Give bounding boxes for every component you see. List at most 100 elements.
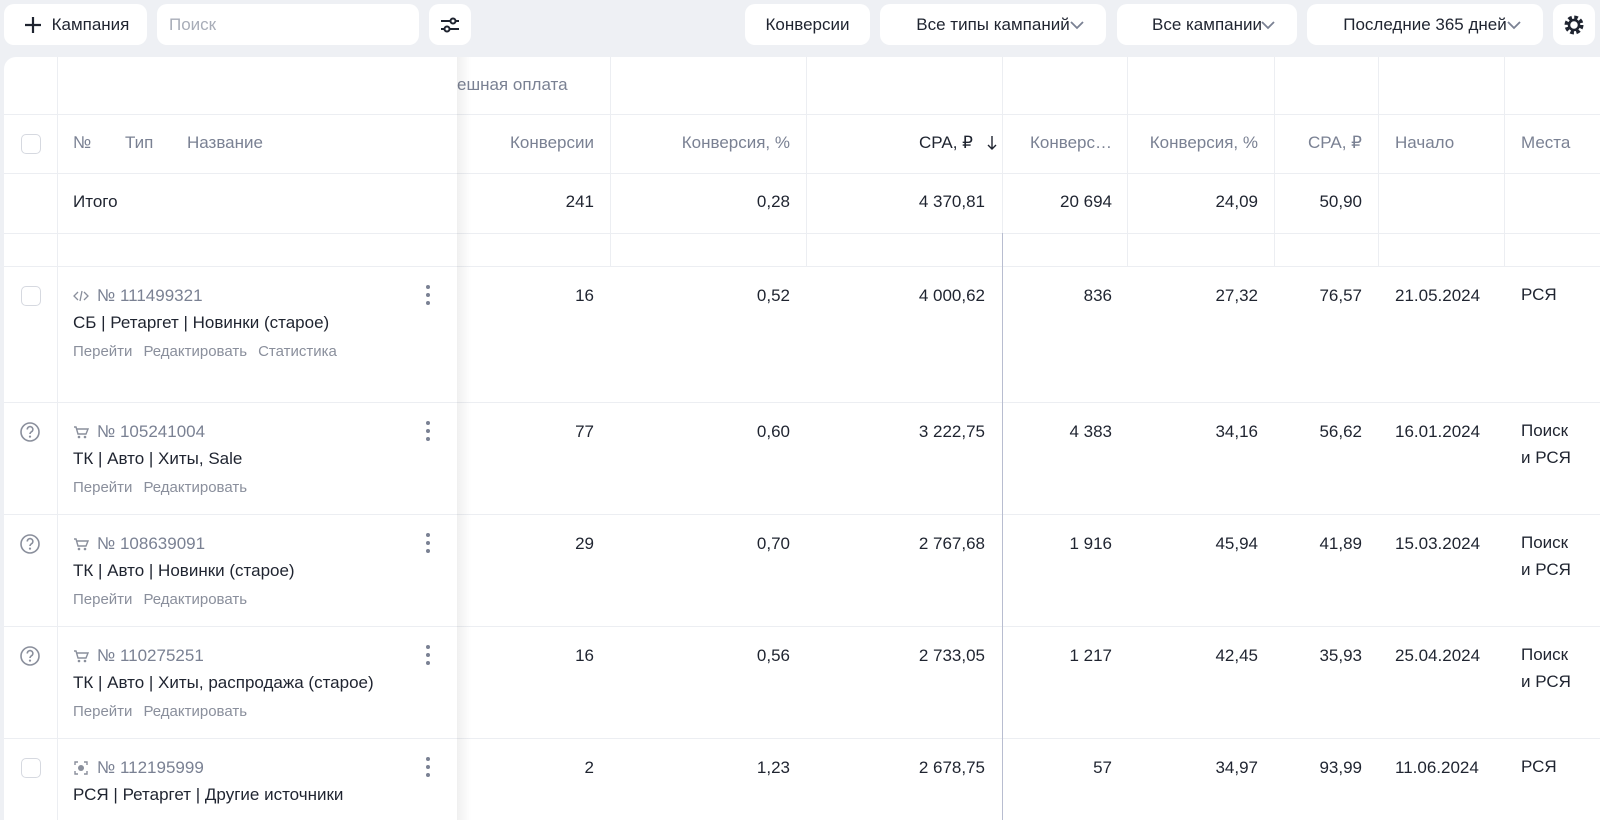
add-campaign-button[interactable]: Кампания xyxy=(4,4,147,45)
row-value: 42,45 xyxy=(1215,646,1258,665)
search-placeholder: Поиск xyxy=(169,14,217,34)
campaign-id: № 112195999 xyxy=(97,758,204,777)
campaign-link[interactable]: Редактировать xyxy=(143,479,248,496)
column-header[interactable]: Конверс… xyxy=(1030,133,1112,152)
row-divider xyxy=(4,233,1600,234)
campaign-id: № 105241004 xyxy=(97,422,206,441)
row-value: 27,32 xyxy=(1215,286,1258,305)
type-icon xyxy=(74,426,89,439)
campaign-link[interactable]: Редактировать xyxy=(143,703,248,720)
sliders-icon xyxy=(441,17,459,32)
column-header[interactable]: CPA, ₽ xyxy=(1308,133,1362,152)
row-value: 2 733,05 xyxy=(918,646,985,665)
row-value: 34,97 xyxy=(1215,758,1258,777)
row-divider xyxy=(4,266,1600,267)
row-menu-icon xyxy=(426,757,430,777)
column-header[interactable]: Название xyxy=(187,133,263,152)
campaign-id: № 108639091 xyxy=(97,534,206,553)
column-header[interactable]: Начало xyxy=(1395,133,1455,152)
type-icon xyxy=(74,650,89,663)
column-header[interactable]: Конверсия, % xyxy=(681,133,790,152)
row-menu-icon xyxy=(426,533,430,553)
row-value: 4 000,62 xyxy=(918,286,985,305)
campaign-link[interactable]: Перейти xyxy=(73,703,133,720)
add-campaign-label: Кампания xyxy=(51,14,130,34)
filter-button[interactable]: Конверсии xyxy=(745,4,870,45)
total-label: Итого xyxy=(73,192,118,211)
campaign-id: № 110275251 xyxy=(97,646,204,665)
campaign-name[interactable]: ТК | Авто | Хиты, распродажа (старое) xyxy=(73,673,374,692)
total-value: 20 694 xyxy=(1060,192,1112,211)
campaign-links: Перейти Редактировать xyxy=(73,703,247,720)
table-card: ешная оплата № Тип Название Конверсии Конверс… xyxy=(4,57,1600,820)
campaign-link[interactable]: Редактировать xyxy=(143,343,248,360)
campaign-link[interactable]: Статистика xyxy=(258,343,337,360)
gear-icon xyxy=(1564,15,1584,34)
row-value: 57 xyxy=(1093,758,1112,777)
campaign-links: Перейти Редактировать xyxy=(73,479,247,496)
header-checkbox[interactable] xyxy=(21,134,41,154)
row-value: 0,70 xyxy=(756,534,790,553)
filter-button[interactable]: Последние 365 дней xyxy=(1307,4,1543,45)
campaign-link[interactable]: Перейти xyxy=(73,591,133,608)
filter-label: Последние 365 дней xyxy=(1343,14,1507,34)
campaign-link[interactable]: Редактировать xyxy=(143,591,248,608)
filter-button[interactable]: Все кампании xyxy=(1117,4,1297,45)
filter-button[interactable]: Все типы кампаний xyxy=(880,4,1106,45)
row-value: 2 678,75 xyxy=(918,758,985,777)
column-header[interactable]: Конверсия, % xyxy=(1149,133,1258,152)
column-header[interactable]: № xyxy=(73,133,92,152)
row-value: 0,60 xyxy=(756,422,790,441)
filter-label: Все кампании xyxy=(1151,14,1262,34)
total-value: 4 370,81 xyxy=(918,192,985,211)
row-value: 16 xyxy=(575,286,594,305)
campaign-name[interactable]: ТК | Авто | Новинки (старое) xyxy=(73,561,295,580)
total-value: 24,09 xyxy=(1215,192,1258,211)
plus-icon xyxy=(24,16,41,33)
row-places: Поиск и РСЯ xyxy=(1521,645,1571,691)
column-divider xyxy=(806,57,807,266)
row-value: 56,62 xyxy=(1319,422,1362,441)
row-checkbox[interactable] xyxy=(21,758,41,778)
row-start-date: 25.04.2024 xyxy=(1395,646,1481,665)
type-icon xyxy=(74,761,88,775)
sticky-shadow xyxy=(457,57,471,820)
row-menu-icon xyxy=(426,421,430,441)
row-divider xyxy=(4,514,1600,515)
type-icon xyxy=(73,290,89,302)
campaign-link[interactable]: Перейти xyxy=(73,343,133,360)
column-header[interactable]: Тип xyxy=(125,133,154,152)
row-value: 4 383 xyxy=(1069,422,1112,441)
total-value: 0,28 xyxy=(756,192,790,211)
row-value: 35,93 xyxy=(1319,646,1362,665)
row-checkbox[interactable] xyxy=(21,286,41,306)
gear-button[interactable] xyxy=(1553,4,1595,45)
campaign-name[interactable]: ТК | Авто | Хиты, Sale xyxy=(73,449,243,468)
row-value: 34,16 xyxy=(1215,422,1258,441)
row-value: 41,89 xyxy=(1319,534,1362,553)
row-divider xyxy=(4,626,1600,627)
total-value: 241 xyxy=(565,192,594,211)
campaign-name[interactable]: СБ | Ретаргет | Новинки (старое) xyxy=(73,313,330,332)
settings-filter-button[interactable] xyxy=(429,4,471,45)
row-value: 0,56 xyxy=(756,646,790,665)
row-value: 0,52 xyxy=(756,286,790,305)
row-value: 76,57 xyxy=(1319,286,1362,305)
column-header[interactable]: Места xyxy=(1521,133,1571,152)
row-value: 3 222,75 xyxy=(918,422,985,441)
row-divider xyxy=(4,738,1600,739)
row-places: Поиск и РСЯ xyxy=(1521,533,1571,579)
row-value: 1 217 xyxy=(1069,646,1112,665)
campaign-id: № 111499321 xyxy=(97,286,203,305)
campaign-name[interactable]: РСЯ | Ретаргет | Другие источники xyxy=(73,785,344,804)
column-header[interactable]: Конверсии xyxy=(510,133,594,152)
sort-arrow-icon xyxy=(987,136,997,150)
help-icon xyxy=(20,422,40,442)
row-menu-icon xyxy=(426,285,430,305)
campaign-link[interactable]: Перейти xyxy=(73,479,133,496)
search-input[interactable]: Поиск xyxy=(157,4,419,45)
column-header[interactable]: CPA, ₽ xyxy=(919,133,973,152)
help-icon xyxy=(20,534,40,554)
